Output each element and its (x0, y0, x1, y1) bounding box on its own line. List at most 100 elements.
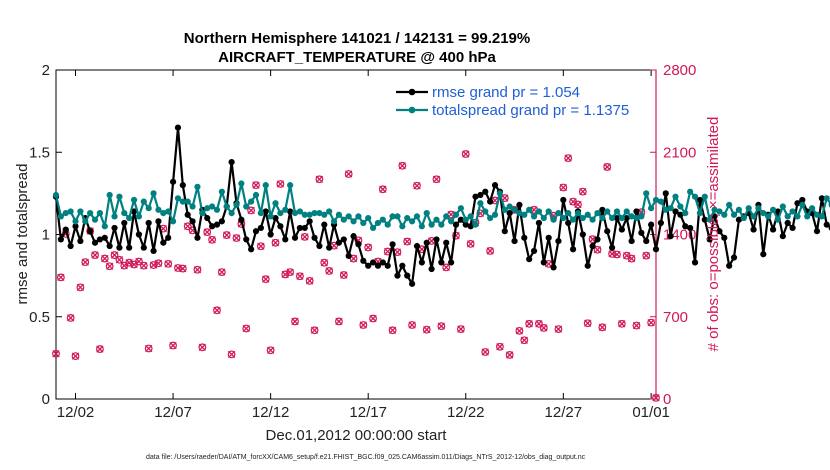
obs-possible-marker (442, 263, 451, 272)
series-point-rmse (360, 257, 367, 264)
series-point-totalspread (96, 210, 104, 217)
series-point-rmse (604, 228, 611, 235)
series-point-rmse (140, 244, 147, 251)
series-point-rmse (433, 236, 440, 243)
obs-assimilated-marker (574, 200, 582, 209)
obs-possible-marker (413, 181, 421, 190)
obs-assimilated-marker (481, 348, 489, 356)
series-point-rmse (184, 211, 191, 218)
series-point-totalspread (438, 221, 445, 228)
obs-possible-marker (305, 277, 314, 285)
obs-possible-marker (154, 259, 163, 268)
series-point-totalspread (399, 223, 406, 230)
series-point-rmse (179, 182, 186, 189)
series-point-totalspread (569, 216, 577, 223)
series-point-totalspread (726, 201, 733, 208)
series-point-totalspread (443, 213, 450, 220)
obs-assimilated-marker (613, 250, 621, 259)
obs-possible-marker (613, 250, 621, 259)
obs-assimilated-marker (559, 183, 567, 192)
series-point-rmse (443, 239, 450, 246)
series-point-totalspread (233, 201, 240, 208)
obs-possible-marker (178, 264, 187, 273)
series-point-rmse (452, 221, 460, 228)
obs-possible-marker (364, 243, 373, 252)
legend-marker-totalspread (408, 106, 416, 114)
obs-possible-marker (252, 181, 260, 190)
series-point-totalspread (501, 206, 508, 213)
series-point-rmse (404, 272, 411, 279)
series-point-rmse (779, 233, 786, 240)
series-point-totalspread (530, 213, 538, 220)
series-point-totalspread (565, 210, 572, 217)
series-point-totalspread (243, 203, 250, 210)
obs-assimilated-marker (554, 325, 563, 333)
series-point-totalspread (808, 205, 816, 212)
series-point-rmse (101, 234, 108, 241)
obs-assimilated-marker (193, 266, 202, 274)
series-point-totalspread (106, 191, 113, 199)
x-tick-label: 12/27 (545, 404, 583, 421)
series-point-rmse (526, 256, 533, 263)
series-point-rmse (87, 228, 94, 235)
series-point-totalspread (228, 210, 235, 217)
series-point-totalspread (135, 213, 143, 220)
series-point-rmse (721, 234, 728, 241)
obs-assimilated-marker (647, 318, 655, 327)
series-point-rmse (326, 244, 333, 251)
series-point-totalspread (121, 210, 128, 217)
series-point-totalspread (150, 190, 157, 197)
obs-assimilated-marker (584, 319, 592, 327)
series-point-rmse (648, 221, 655, 228)
series-point-rmse (652, 246, 660, 253)
obs-possible-marker (96, 345, 104, 353)
series-point-rmse (569, 246, 577, 253)
series-point-totalspread (365, 214, 372, 222)
series-point-totalspread (423, 210, 430, 217)
series-point-totalspread (535, 208, 543, 215)
series-point-rmse (521, 234, 528, 241)
series-point-totalspread (145, 205, 152, 212)
series-point-rmse (116, 244, 123, 251)
series-point-totalspread (750, 213, 757, 220)
obs-possible-marker (286, 268, 295, 277)
series-point-rmse (823, 221, 830, 228)
series-point-rmse (384, 262, 391, 269)
series-point-totalspread (204, 205, 211, 212)
series-point-rmse (57, 236, 64, 243)
series-point-rmse (296, 224, 304, 232)
data-file-footer: data file: /Users/raeder/DAI/ATM_forcXX/… (146, 454, 586, 461)
obs-possible-marker (242, 324, 251, 333)
series-point-rmse (482, 188, 489, 195)
obs-assimilated-marker (398, 162, 407, 170)
obs-assimilated-marker (423, 326, 431, 334)
chart-subtitle: AIRCRAFT_TEMPERATURE @ 400 hPa (218, 49, 496, 66)
series-point-rmse (130, 208, 138, 215)
series-point-totalspread (755, 205, 762, 212)
series-point-totalspread (433, 216, 440, 223)
obs-assimilated-marker (262, 275, 270, 283)
series-point-totalspread (555, 210, 562, 217)
y-left-tick-label: 1.5 (29, 144, 50, 161)
obs-assimilated-marker (496, 343, 504, 351)
series-point-totalspread (340, 216, 347, 223)
obs-possible-marker (593, 245, 602, 254)
obs-possible-marker (617, 319, 626, 328)
obs-possible-marker (408, 321, 416, 329)
series-point-rmse (618, 226, 625, 233)
obs-assimilated-marker (223, 231, 231, 239)
series-point-rmse (160, 239, 167, 246)
obs-assimilated-marker (296, 272, 304, 280)
series-point-totalspread (77, 208, 84, 215)
series-point-rmse (769, 226, 777, 233)
series-point-totalspread (823, 195, 830, 202)
obs-possible-marker (217, 268, 226, 277)
series-point-totalspread (267, 213, 274, 220)
series-point-rmse (462, 221, 469, 228)
series-point-rmse (608, 244, 616, 251)
series-point-rmse (204, 214, 211, 222)
series-point-rmse (662, 190, 669, 197)
series-point-rmse (530, 247, 538, 255)
obs-possible-marker (100, 254, 109, 263)
series-point-rmse (628, 237, 635, 245)
